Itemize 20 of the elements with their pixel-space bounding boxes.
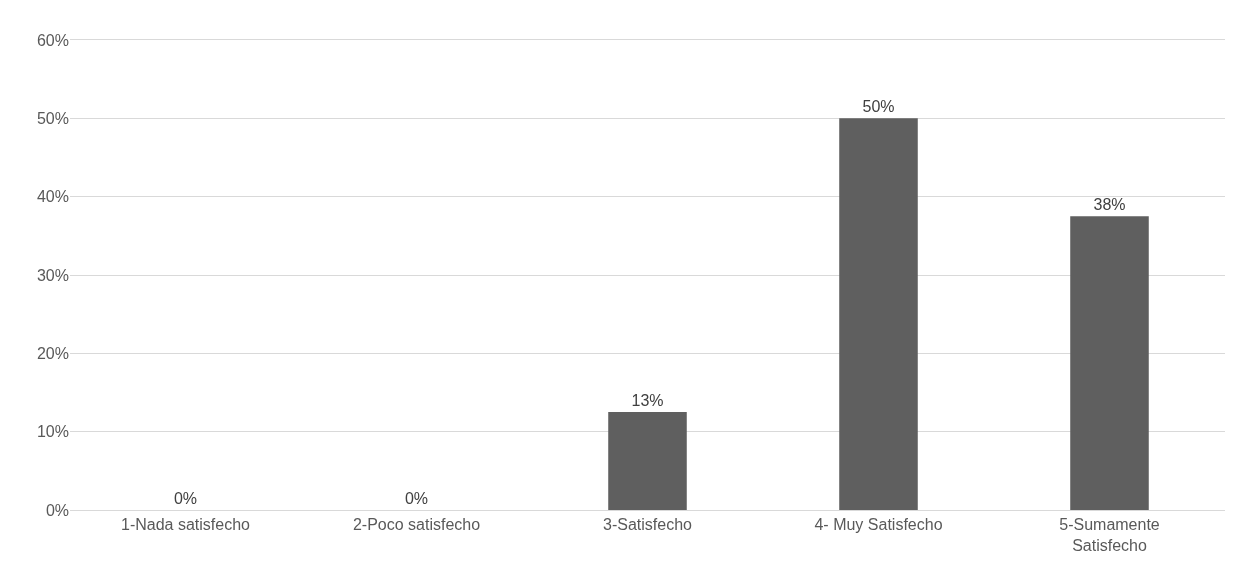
data-label: 13% [631,392,664,410]
y-tick-label: 40% [36,188,69,206]
y-tick-label: 20% [36,344,69,362]
bar [1070,216,1149,510]
y-tick-label: 50% [36,109,69,127]
y-tick-label: 0% [45,501,69,519]
data-label: 50% [862,98,895,116]
y-tick-label: 10% [36,423,69,441]
data-label: 38% [1093,196,1126,214]
data-label: 0% [404,490,429,507]
y-tick-label: 30% [36,266,69,284]
x-tick-label: 2-Poco satisfecho [352,516,481,534]
x-tick-label: 5-Sumamente Satisfecho [1059,516,1160,554]
x-tick-label: 4- Muy Satisfecho [814,516,943,534]
x-tick-label: 1-Nada satisfecho [121,516,251,534]
y-tick-label: 60% [36,31,69,49]
data-label: 0% [173,490,198,507]
bar [608,412,687,510]
x-tick-label: 3-Satisfecho [603,516,693,534]
bar [839,118,918,510]
